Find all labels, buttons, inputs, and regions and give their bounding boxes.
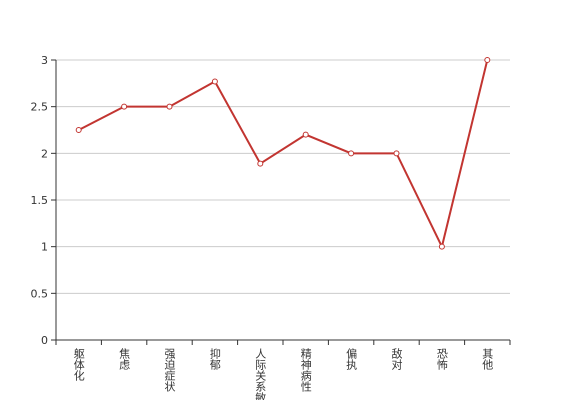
y-tick-label: 1 [41, 241, 48, 254]
point [257, 160, 264, 167]
x-tick-label: 偏执 [345, 347, 358, 371]
point [348, 150, 355, 157]
point [75, 127, 82, 133]
line [78, 59, 489, 250]
point [121, 103, 128, 110]
y-tick-label: 2.5 [31, 101, 49, 114]
point [302, 131, 309, 138]
point [166, 103, 173, 110]
point [393, 150, 400, 157]
x-tick-label: 人际关系敏感 [254, 348, 267, 400]
x-tick-label: 精神病性 [299, 348, 312, 393]
y-tick-label: 0.5 [31, 287, 49, 300]
x-tick-label: 其他 [481, 348, 494, 370]
y-tick-label: 0 [41, 334, 48, 347]
point [211, 78, 218, 85]
x-tick-label: 强迫症状 [163, 348, 176, 392]
x-tick-label: 躯体化 [72, 348, 85, 382]
y-tick-label: 1.5 [31, 194, 49, 207]
x-tick-label: 恐怖 [435, 348, 448, 370]
point [484, 57, 491, 63]
x-tick-label: 抑郁 [208, 347, 221, 370]
y-tick-label: 2 [41, 147, 48, 160]
x-tick-label: 敌对 [390, 347, 403, 370]
x-tick-label: 焦虑 [118, 348, 131, 370]
point [438, 243, 445, 250]
y-tick-label: 3 [41, 54, 48, 67]
